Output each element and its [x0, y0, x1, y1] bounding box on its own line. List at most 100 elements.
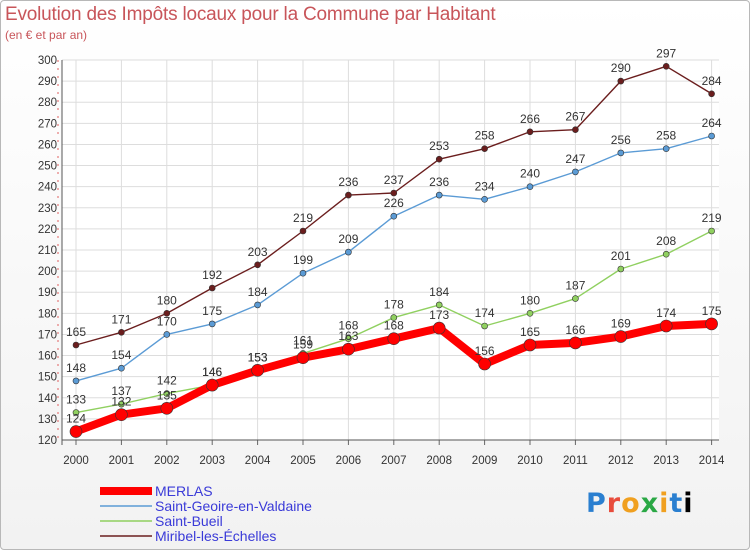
x-tick-label: 2011 [563, 455, 588, 467]
data-label-merlas: 153 [248, 350, 268, 364]
data-label-merlas: 174 [656, 306, 676, 320]
data-label-saint-bueil: 153 [248, 350, 268, 364]
data-point-merlas [69, 425, 83, 438]
data-label-saint-bueil: 161 [293, 333, 313, 347]
proxiti-logo: Proxiti [586, 488, 694, 519]
data-point-miribel-les-chelles [708, 90, 715, 98]
data-label-merlas: 168 [384, 319, 404, 333]
data-label-saint-geoire-en-valdaine: 226 [384, 196, 404, 210]
y-tick-label: 250 [38, 161, 57, 173]
data-point-saint-bueil [118, 400, 125, 408]
data-label-miribel-les-chelles: 290 [611, 61, 631, 75]
data-label-miribel-les-chelles: 171 [111, 312, 131, 326]
data-point-merlas [659, 319, 673, 333]
data-point-saint-bueil [617, 265, 625, 273]
data-point-saint-geoire-en-valdaine [526, 183, 534, 190]
data-point-saint-geoire-en-valdaine [617, 149, 625, 157]
y-tick-label: 130 [38, 414, 57, 426]
data-label-saint-geoire-en-valdaine: 236 [429, 175, 449, 189]
y-tick-label: 280 [38, 97, 57, 109]
data-label-miribel-les-chelles: 258 [475, 129, 495, 143]
data-label-saint-bueil: 133 [66, 393, 86, 407]
y-tick-label: 150 [38, 372, 57, 384]
y-tick-labels: 120 130 140 150 160 170 180 190 200 210 220 230 240 2… [38, 55, 57, 447]
data-point-miribel-les-chelles [254, 261, 261, 269]
data-label-miribel-les-chelles: 237 [384, 173, 404, 187]
x-tick-label: 2008 [426, 455, 452, 467]
y-tick-label: 170 [38, 329, 57, 341]
data-point-miribel-les-chelles [617, 77, 625, 85]
data-label-saint-geoire-en-valdaine: 209 [338, 232, 358, 246]
data-point-merlas [705, 317, 718, 331]
data-point-saint-bueil [435, 301, 443, 309]
data-label-saint-geoire-en-valdaine: 170 [157, 314, 177, 328]
data-point-saint-bueil [526, 310, 534, 317]
data-point-saint-geoire-en-valdaine [390, 212, 398, 220]
data-point-miribel-les-chelles [435, 155, 443, 163]
data-point-merlas [523, 338, 537, 352]
data-point-merlas [251, 364, 264, 377]
data-point-saint-bueil [481, 322, 488, 330]
data-label-miribel-les-chelles: 236 [338, 175, 358, 189]
x-tick-label: 2001 [109, 455, 135, 467]
data-label-saint-geoire-en-valdaine: 258 [656, 129, 676, 143]
x-tick-label: 2005 [290, 455, 316, 467]
x-tick-label: 2014 [699, 455, 725, 467]
x-tick-labels: 2000 2001 2002 2003 2004 2005 2006 2007 2008 2009… [63, 455, 725, 467]
data-point-miribel-les-chelles [299, 227, 307, 235]
x-tick-label: 2004 [245, 455, 271, 467]
data-point-merlas [478, 357, 491, 371]
data-label-miribel-les-chelles: 297 [656, 46, 676, 60]
data-point-merlas [205, 378, 219, 392]
data-label-merlas: 124 [66, 412, 86, 426]
data-point-merlas [387, 332, 401, 345]
data-point-miribel-les-chelles [390, 189, 398, 197]
data-label-saint-geoire-en-valdaine: 184 [248, 285, 268, 299]
data-point-saint-geoire-en-valdaine [254, 301, 261, 309]
x-tick-label: 2009 [472, 455, 498, 467]
data-label-miribel-les-chelles: 180 [157, 293, 177, 307]
x-tick-label: 2000 [63, 455, 89, 467]
data-point-saint-bueil [163, 390, 171, 397]
data-labels: 165 171 180 192 203 219 236 237 253 258 266 267 290 2… [66, 46, 722, 425]
data-label-merlas: 135 [157, 388, 177, 402]
data-label-saint-bueil: 187 [565, 279, 585, 293]
data-label-miribel-les-chelles: 192 [202, 268, 222, 282]
data-label-saint-geoire-en-valdaine: 175 [202, 304, 222, 318]
data-label-saint-geoire-en-valdaine: 264 [702, 116, 722, 130]
data-label-merlas: 159 [293, 338, 313, 352]
data-label-merlas: 156 [475, 344, 495, 358]
y-tick-label: 120 [38, 435, 57, 447]
data-label-saint-geoire-en-valdaine: 234 [475, 179, 495, 193]
data-point-saint-geoire-en-valdaine [118, 364, 125, 372]
data-label-miribel-les-chelles: 203 [248, 245, 268, 259]
series-points [69, 63, 718, 438]
data-point-miribel-les-chelles [526, 128, 534, 136]
data-label-merlas: 165 [520, 325, 540, 339]
data-label-saint-geoire-en-valdaine: 199 [293, 253, 313, 267]
x-tick-label: 2002 [154, 455, 180, 467]
y-tick-label: 240 [38, 182, 57, 194]
x-tick-label: 2012 [608, 455, 634, 467]
data-label-miribel-les-chelles: 165 [66, 325, 86, 339]
y-tick-label: 260 [38, 139, 57, 151]
data-point-saint-geoire-en-valdaine [662, 145, 670, 152]
data-point-merlas [160, 402, 174, 415]
data-point-merlas [342, 342, 355, 356]
data-point-saint-geoire-en-valdaine [299, 269, 307, 277]
data-label-saint-geoire-en-valdaine: 247 [565, 152, 585, 166]
data-label-miribel-les-chelles: 266 [520, 112, 540, 126]
data-label-saint-bueil: 184 [429, 285, 449, 299]
legend-label-merlas: MERLAS [155, 483, 213, 499]
data-label-saint-bueil: 174 [475, 306, 495, 320]
x-tick-label: 2013 [653, 455, 679, 467]
legend-label-saint-bueil: Saint-Bueil [155, 513, 223, 529]
data-label-merlas: 169 [611, 317, 631, 331]
data-point-saint-bueil [572, 295, 579, 302]
data-point-saint-geoire-en-valdaine [72, 377, 80, 385]
y-tick-label: 230 [38, 203, 57, 215]
x-tick-label: 2007 [381, 455, 407, 467]
data-point-saint-geoire-en-valdaine [163, 331, 171, 338]
chart-title: Evolution des Impôts locaux pour la Comm… [5, 4, 496, 25]
